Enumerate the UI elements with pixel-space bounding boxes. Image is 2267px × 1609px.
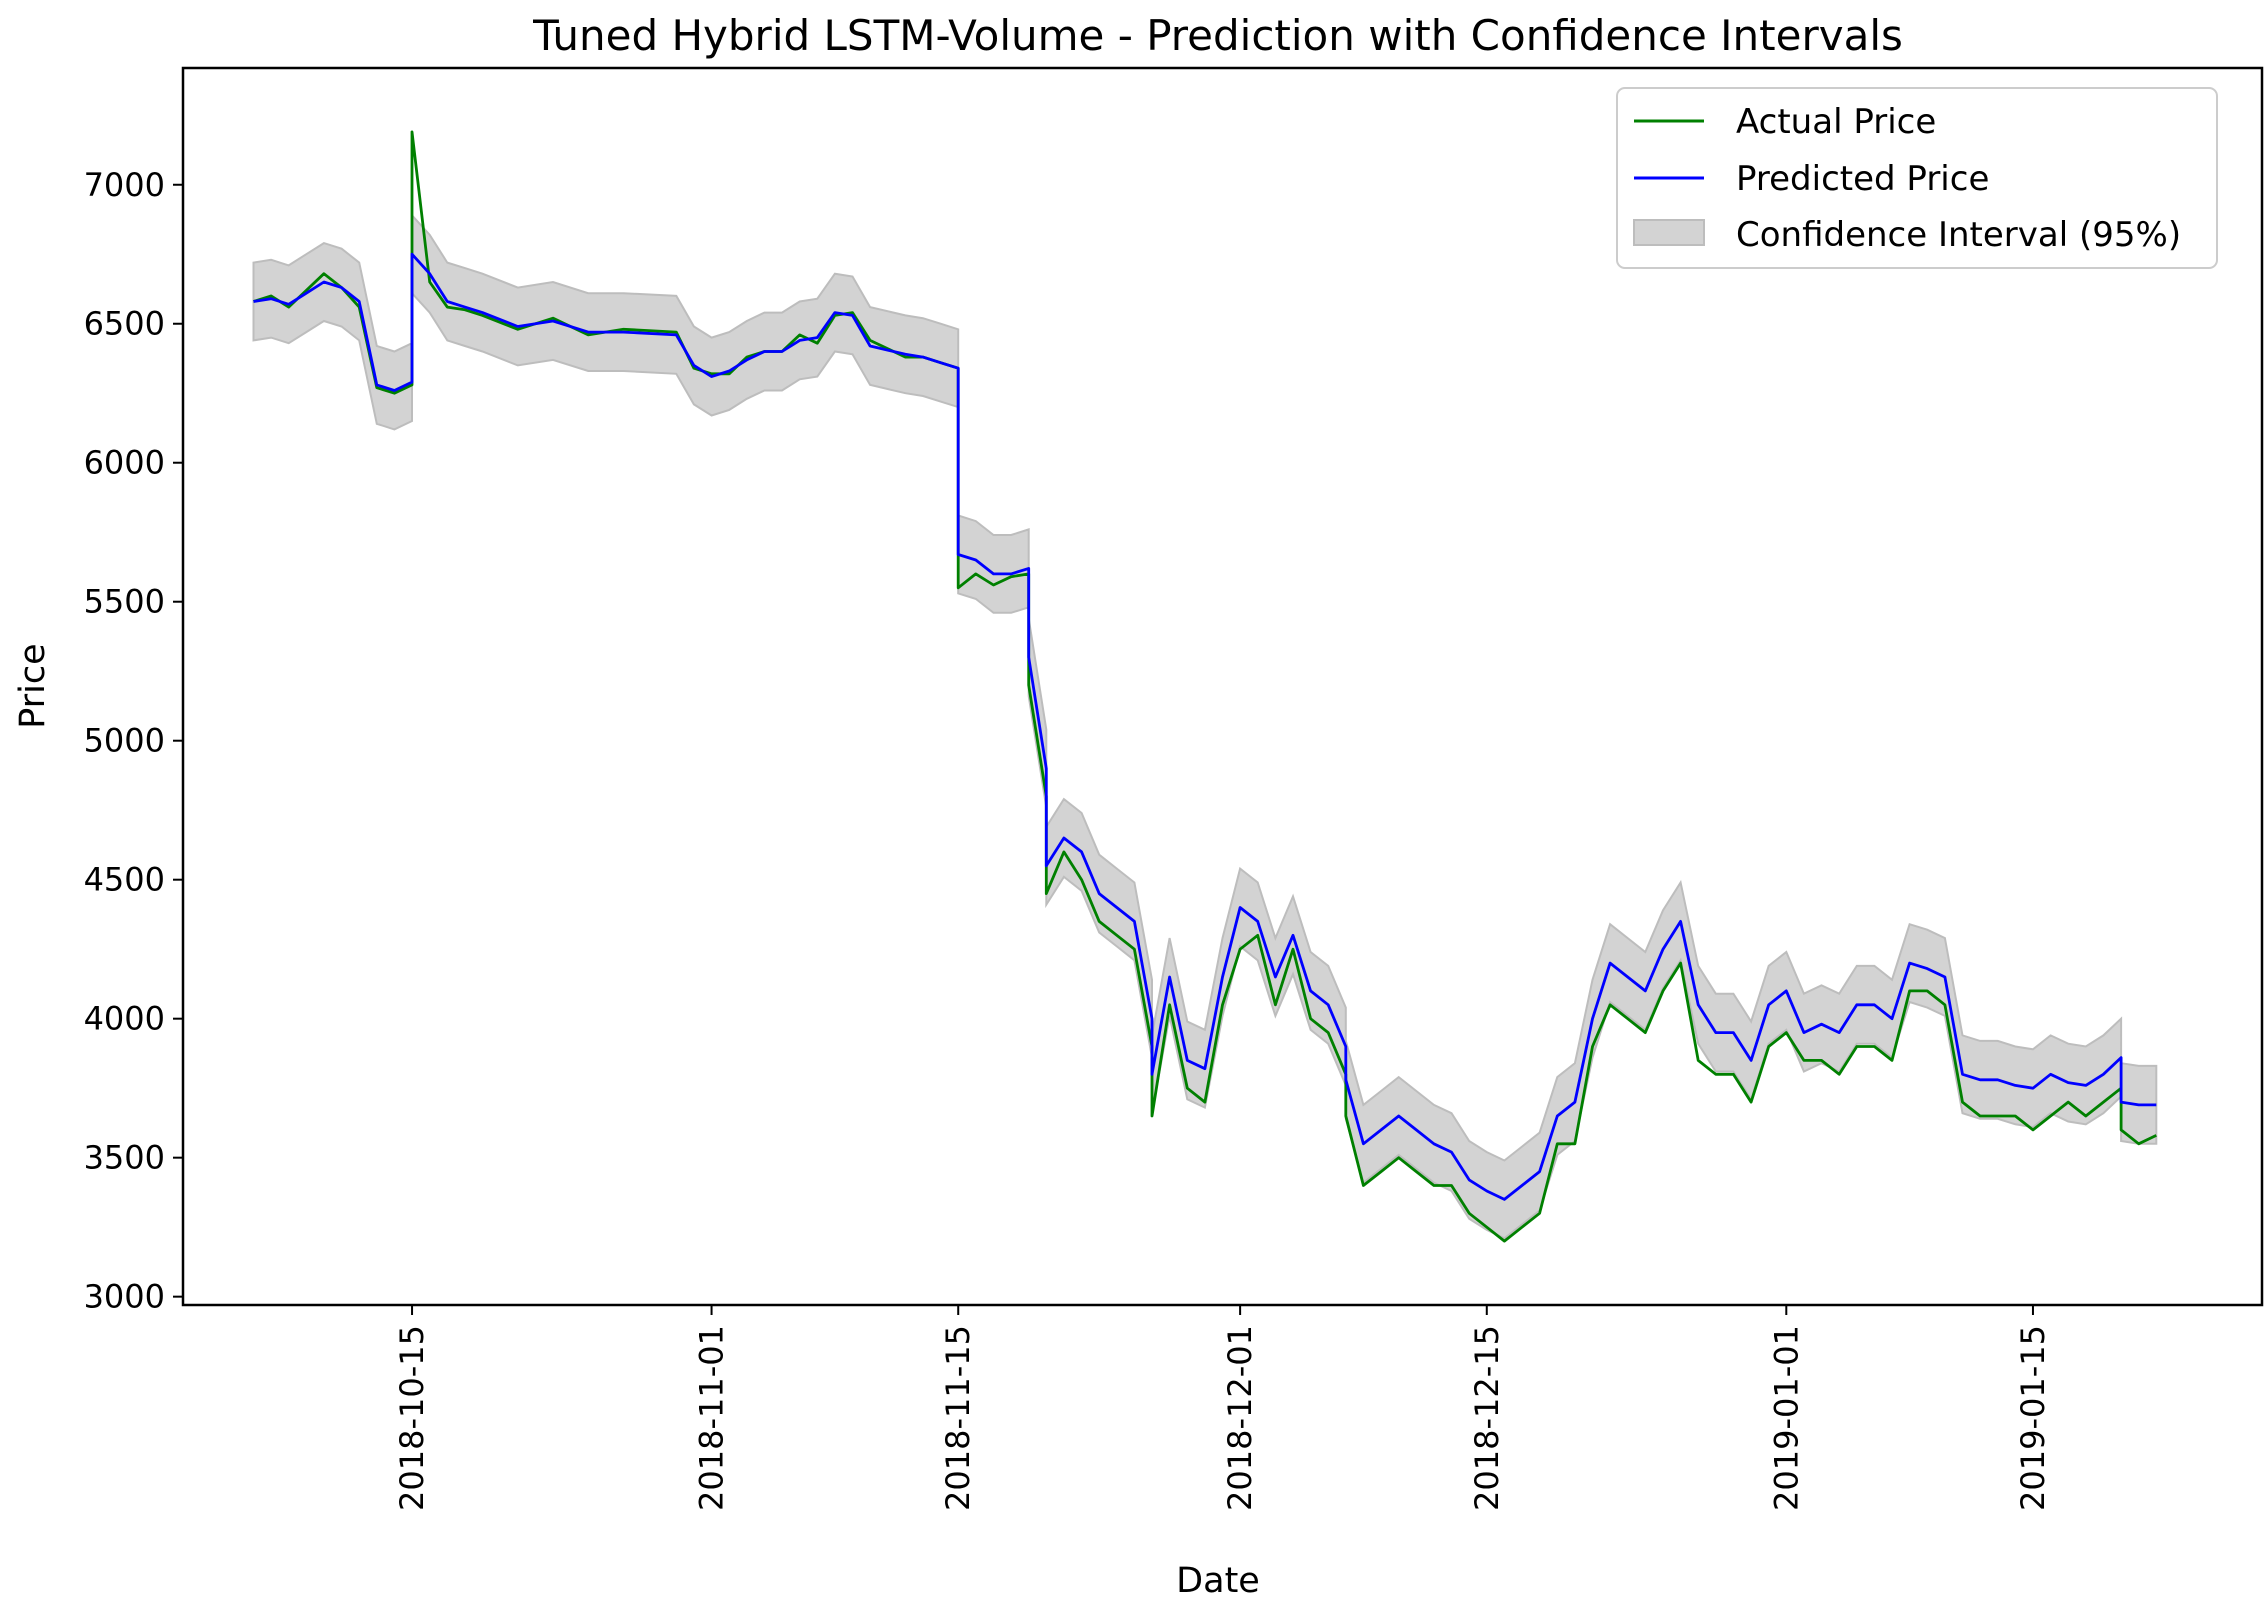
x-tick-label: 2019-01-15 [2014,1325,2052,1511]
y-tick-label: 6500 [84,305,165,343]
y-tick-label: 3500 [84,1139,165,1177]
legend-actual-label: Actual Price [1736,102,1936,142]
x-tick-label: 2018-12-01 [1221,1325,1259,1511]
plot-frame [181,66,2264,1307]
x-tick-label: 2018-10-15 [393,1325,431,1511]
actual-price-line [253,130,2157,1243]
legend: Actual Price Predicted Price Confidence … [1616,87,2218,269]
chart-title: Tuned Hybrid LSTM-Volume - Prediction wi… [532,11,1903,60]
y-tick-label: 6000 [84,444,165,482]
x-tick-label: 2018-11-15 [939,1325,977,1511]
confidence-interval-band [252,212,2158,1240]
y-axis-label: Price [13,643,53,728]
y-tick-label: 7000 [84,166,165,204]
predicted-price-line [253,252,2157,1201]
legend-predicted-label: Predicted Price [1736,159,1989,199]
plot-area [252,130,2158,1243]
y-tick-label: 5000 [84,722,165,760]
x-axis-ticks: 2018-10-15 2018-11-01 2018-11-15 2018-12-01… [393,1305,2052,1511]
x-tick-label: 2019-01-01 [1767,1325,1805,1511]
y-tick-label: 3000 [84,1278,165,1316]
y-tick-label: 5500 [84,583,165,621]
y-tick-label: 4500 [84,861,165,899]
series-line-layer [253,130,2157,1243]
y-tick-label: 4000 [84,1000,165,1038]
x-axis-label: Date [1176,1561,1260,1601]
legend-band-swatch [1633,219,1705,246]
legend-band-label: Confidence Interval (95%) [1736,215,2181,255]
legend-box [1616,87,2218,269]
confidence-band-layer [252,212,2158,1240]
y-axis-ticks: 3000 3500 4000 4500 5000 5500 6000 6500 7000 [84,166,183,1316]
x-tick-label: 2018-12-15 [1468,1325,1506,1511]
x-tick-label: 2018-11-01 [693,1325,731,1511]
